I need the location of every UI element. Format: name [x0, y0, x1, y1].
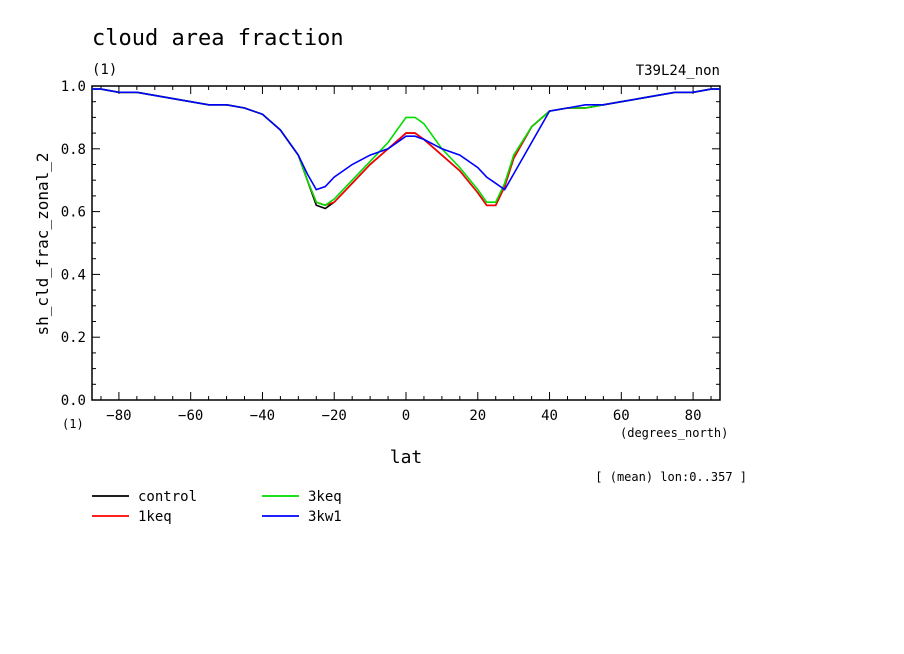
run-label: T39L24_non: [636, 63, 720, 79]
x-tick-label: 0: [402, 408, 410, 424]
chart-title: cloud area fraction: [92, 26, 344, 51]
x-tick-label: 40: [541, 408, 558, 424]
x-axis-units: (degrees_north): [620, 426, 728, 440]
x-tick-label: −40: [250, 408, 275, 424]
series-line-3keq: [92, 88, 720, 207]
x-tick-label: −60: [178, 408, 203, 424]
legend-label-3keq: 3keq: [308, 489, 342, 505]
x-tick-label: 20: [469, 408, 486, 424]
series-line-control: [92, 88, 720, 210]
legend-label-3kw1: 3kw1: [308, 509, 342, 525]
y-axis-units: (1): [62, 417, 84, 431]
title-units: (1): [92, 62, 117, 78]
legend-label-1keq: 1keq: [138, 509, 172, 525]
x-tick-label: 80: [685, 408, 702, 424]
legend-label-control: control: [138, 489, 197, 505]
series-line-3kw1: [92, 88, 720, 191]
y-tick-label: 1.0: [61, 79, 86, 95]
y-tick-label: 0.2: [61, 330, 86, 346]
legend: control 1keq 3keq 3kw1: [92, 489, 342, 525]
y-tick-label: 0.0: [61, 393, 86, 409]
x-tick-label: −80: [106, 408, 131, 424]
x-tick-label: −20: [322, 408, 347, 424]
plot-area: −80 −60 −40 −20 0 20 40 60 80 0.0 0.2 0.4 0.6 0.8 1.0: [61, 79, 721, 424]
y-tick-label: 0.8: [61, 142, 86, 158]
series-line-1keq: [92, 88, 720, 207]
y-tick-label: 0.6: [61, 205, 86, 221]
x-axis-title: lat: [390, 447, 423, 468]
y-tick-label: 0.4: [61, 267, 86, 283]
y-axis-title: sh_cld_frac_zonal_2: [33, 152, 52, 335]
averaging-note: [ (mean) lon:0..357 ]: [595, 470, 747, 484]
x-tick-label: 60: [613, 408, 630, 424]
